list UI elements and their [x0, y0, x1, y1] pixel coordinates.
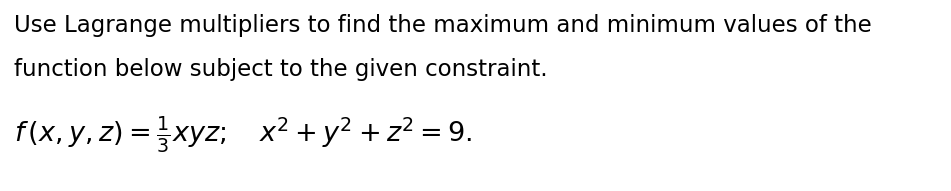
Text: Use Lagrange multipliers to find the maximum and minimum values of the: Use Lagrange multipliers to find the max…	[14, 14, 872, 37]
Text: $f\,(x, y, z) = \frac{1}{3}xyz;\quad x^2 + y^2 + z^2 = 9.$: $f\,(x, y, z) = \frac{1}{3}xyz;\quad x^2…	[14, 115, 473, 155]
Text: function below subject to the given constraint.: function below subject to the given cons…	[14, 58, 548, 81]
